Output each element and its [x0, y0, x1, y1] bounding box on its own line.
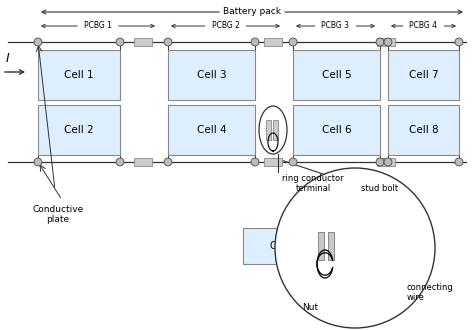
Text: PCBG 2: PCBG 2: [211, 21, 239, 30]
Bar: [264, 158, 282, 166]
Circle shape: [376, 158, 384, 166]
Text: I: I: [6, 51, 10, 64]
Bar: [38, 105, 120, 155]
Circle shape: [455, 158, 463, 166]
Circle shape: [384, 38, 392, 46]
Circle shape: [251, 38, 259, 46]
Bar: [377, 158, 395, 166]
Text: PCBG 3: PCBG 3: [321, 21, 349, 30]
Text: Cell 6: Cell 6: [322, 125, 351, 135]
Bar: [388, 50, 459, 100]
Text: Cell 2: Cell 2: [64, 125, 94, 135]
Text: Cell 2: Cell 2: [270, 241, 298, 251]
Bar: [168, 50, 255, 100]
Bar: [293, 50, 380, 100]
Bar: [134, 38, 152, 46]
Bar: [318, 232, 324, 260]
Circle shape: [116, 158, 124, 166]
Bar: [168, 105, 255, 155]
Bar: [134, 158, 152, 166]
Circle shape: [164, 158, 172, 166]
Circle shape: [289, 158, 297, 166]
Text: Cell 3: Cell 3: [197, 70, 226, 80]
Bar: [266, 120, 271, 140]
Text: connecting
wire: connecting wire: [407, 283, 454, 302]
Circle shape: [275, 168, 435, 328]
Text: stud bolt: stud bolt: [362, 184, 399, 193]
Text: ring conductor
terminal: ring conductor terminal: [282, 174, 344, 193]
Text: Cell 8: Cell 8: [409, 125, 438, 135]
Circle shape: [384, 158, 392, 166]
Bar: [38, 50, 120, 100]
Circle shape: [34, 38, 42, 46]
Text: Conductive
plate: Conductive plate: [32, 205, 83, 224]
Circle shape: [34, 158, 42, 166]
Bar: [293, 105, 380, 155]
Circle shape: [455, 38, 463, 46]
Circle shape: [164, 38, 172, 46]
Bar: [328, 232, 334, 260]
Text: Cell 4: Cell 4: [197, 125, 226, 135]
Ellipse shape: [259, 106, 287, 154]
Circle shape: [289, 38, 297, 46]
Bar: [345, 228, 430, 264]
Text: Nut: Nut: [302, 303, 318, 312]
Text: Cell 5: Cell 5: [322, 70, 351, 80]
Circle shape: [251, 158, 259, 166]
Text: Cell 4: Cell 4: [374, 241, 401, 251]
Text: Battery pack: Battery pack: [223, 8, 281, 16]
Bar: [388, 105, 459, 155]
Bar: [264, 38, 282, 46]
Circle shape: [116, 38, 124, 46]
Text: Cell 1: Cell 1: [64, 70, 94, 80]
Bar: [273, 120, 278, 140]
Bar: [377, 38, 395, 46]
Circle shape: [376, 38, 384, 46]
Text: PCBG 1: PCBG 1: [84, 21, 112, 30]
Bar: [243, 228, 325, 264]
Text: PCBG 4: PCBG 4: [410, 21, 438, 30]
Text: Cell 7: Cell 7: [409, 70, 438, 80]
